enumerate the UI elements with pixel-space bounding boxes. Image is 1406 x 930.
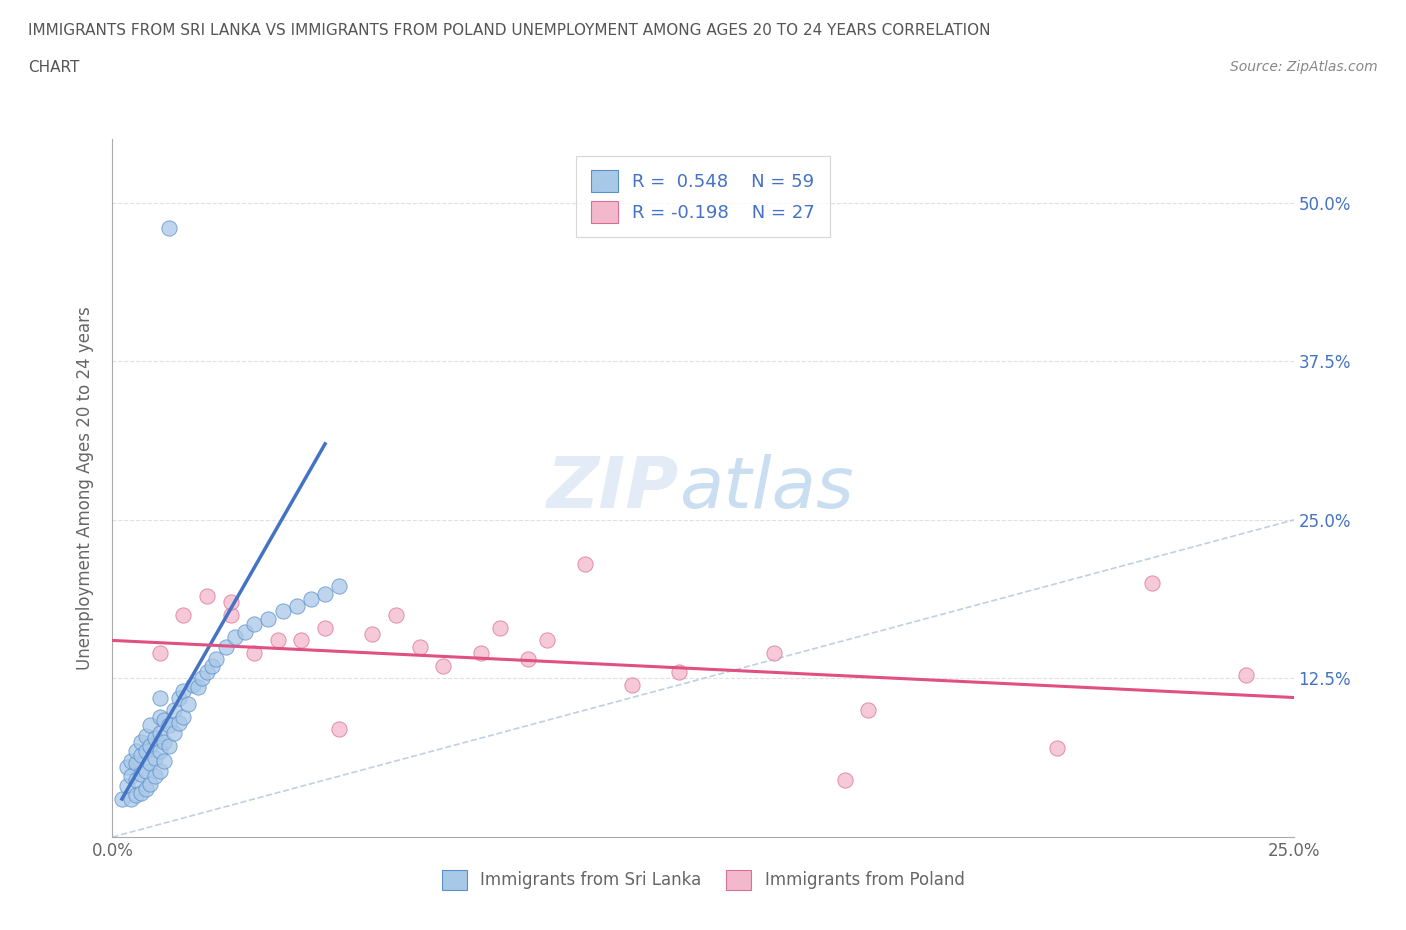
Point xyxy=(432,658,454,673)
Point xyxy=(153,713,176,728)
Point xyxy=(157,738,180,753)
Point xyxy=(1046,741,1069,756)
Point xyxy=(191,671,214,686)
Point xyxy=(257,611,280,626)
Point xyxy=(328,578,350,593)
Point xyxy=(143,731,166,746)
Point xyxy=(205,652,228,667)
Point xyxy=(115,778,138,793)
Point xyxy=(215,639,238,654)
Point xyxy=(195,589,218,604)
Point xyxy=(385,607,408,622)
Point xyxy=(125,756,148,771)
Point xyxy=(135,781,157,796)
Point xyxy=(299,591,322,606)
Text: IMMIGRANTS FROM SRI LANKA VS IMMIGRANTS FROM POLAND UNEMPLOYMENT AMONG AGES 20 T: IMMIGRANTS FROM SRI LANKA VS IMMIGRANTS … xyxy=(28,23,991,38)
Point xyxy=(111,791,134,806)
Point xyxy=(290,633,312,648)
Point xyxy=(153,735,176,750)
Point xyxy=(243,645,266,660)
Point xyxy=(219,595,242,610)
Point xyxy=(536,633,558,648)
Point xyxy=(163,725,186,740)
Point xyxy=(314,586,336,601)
Point xyxy=(172,684,194,698)
Point xyxy=(143,769,166,784)
Point xyxy=(219,607,242,622)
Point xyxy=(361,627,384,642)
Point xyxy=(125,743,148,758)
Point xyxy=(1234,667,1257,682)
Point xyxy=(177,697,200,711)
Point xyxy=(139,777,162,791)
Point xyxy=(243,617,266,631)
Point xyxy=(517,652,540,667)
Point xyxy=(153,753,176,768)
Point xyxy=(149,690,172,705)
Point xyxy=(834,773,856,788)
Point xyxy=(139,738,162,753)
Point xyxy=(135,764,157,778)
Point xyxy=(149,709,172,724)
Point xyxy=(120,791,142,806)
Text: CHART: CHART xyxy=(28,60,80,75)
Point xyxy=(172,607,194,622)
Point xyxy=(120,753,142,768)
Point xyxy=(574,557,596,572)
Point xyxy=(129,785,152,800)
Point xyxy=(129,735,152,750)
Point xyxy=(129,747,152,762)
Point xyxy=(762,645,785,660)
Point xyxy=(621,677,644,692)
Point xyxy=(115,760,138,775)
Point xyxy=(172,709,194,724)
Point xyxy=(139,756,162,771)
Point xyxy=(314,620,336,635)
Point xyxy=(181,677,204,692)
Point xyxy=(167,715,190,730)
Point xyxy=(143,751,166,765)
Text: ZIP: ZIP xyxy=(547,454,679,523)
Point xyxy=(285,599,308,614)
Point xyxy=(149,743,172,758)
Point xyxy=(163,703,186,718)
Point xyxy=(125,773,148,788)
Point xyxy=(186,680,208,695)
Point xyxy=(135,743,157,758)
Point xyxy=(201,658,224,673)
Point xyxy=(233,624,256,639)
Point xyxy=(271,604,294,618)
Point xyxy=(408,639,430,654)
Point xyxy=(157,220,180,235)
Point xyxy=(267,633,290,648)
Legend: Immigrants from Sri Lanka, Immigrants from Poland: Immigrants from Sri Lanka, Immigrants fr… xyxy=(433,861,973,898)
Point xyxy=(1140,576,1163,591)
Point xyxy=(129,766,152,781)
Point xyxy=(157,718,180,733)
Point xyxy=(195,665,218,680)
Point xyxy=(470,645,492,660)
Point xyxy=(858,703,880,718)
Point xyxy=(224,630,246,644)
Text: Source: ZipAtlas.com: Source: ZipAtlas.com xyxy=(1230,60,1378,74)
Y-axis label: Unemployment Among Ages 20 to 24 years: Unemployment Among Ages 20 to 24 years xyxy=(76,306,94,671)
Point xyxy=(139,718,162,733)
Point xyxy=(668,665,690,680)
Point xyxy=(149,764,172,778)
Point xyxy=(149,645,172,660)
Point xyxy=(135,728,157,743)
Point xyxy=(149,725,172,740)
Point xyxy=(328,722,350,737)
Point xyxy=(125,788,148,803)
Point xyxy=(167,690,190,705)
Text: atlas: atlas xyxy=(679,454,853,523)
Point xyxy=(489,620,512,635)
Point xyxy=(120,769,142,784)
